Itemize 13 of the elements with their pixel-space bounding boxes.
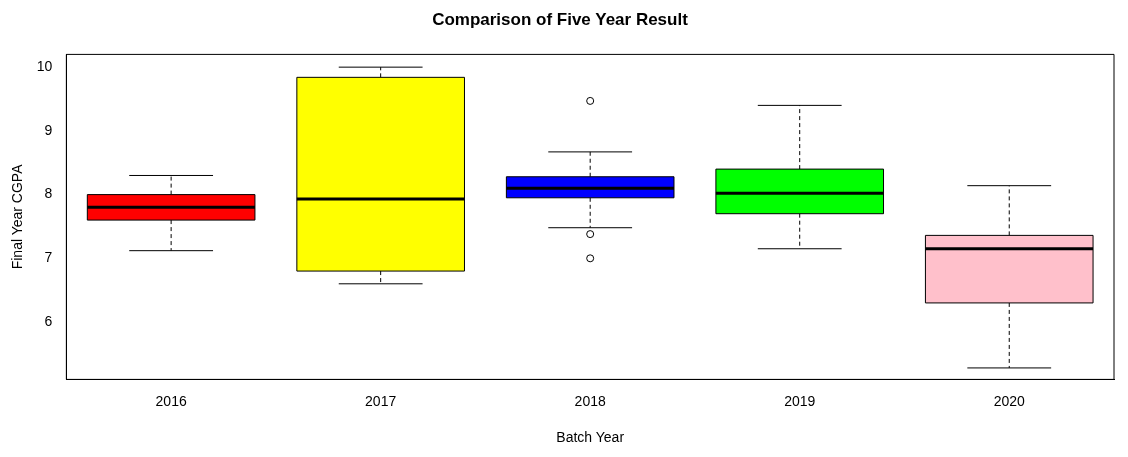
y-tick-label: 9 — [44, 121, 53, 138]
x-tick-label: 2018 — [574, 392, 606, 409]
chart-title: Comparison of Five Year Result — [432, 9, 689, 29]
y-tick-label: 8 — [44, 185, 53, 202]
y-tick-label: 10 — [36, 58, 53, 74]
y-axis-title: Final Year CGPA — [9, 163, 26, 270]
x-tick-label: 2017 — [365, 392, 397, 409]
y-tick-label: 6 — [44, 312, 53, 329]
x-tick-label: 2019 — [784, 392, 816, 409]
x-tick-label: 2016 — [155, 392, 187, 409]
x-tick-label: 2020 — [993, 392, 1026, 409]
x-axis-title: Batch Year — [556, 429, 625, 446]
y-tick-label: 7 — [44, 249, 53, 266]
